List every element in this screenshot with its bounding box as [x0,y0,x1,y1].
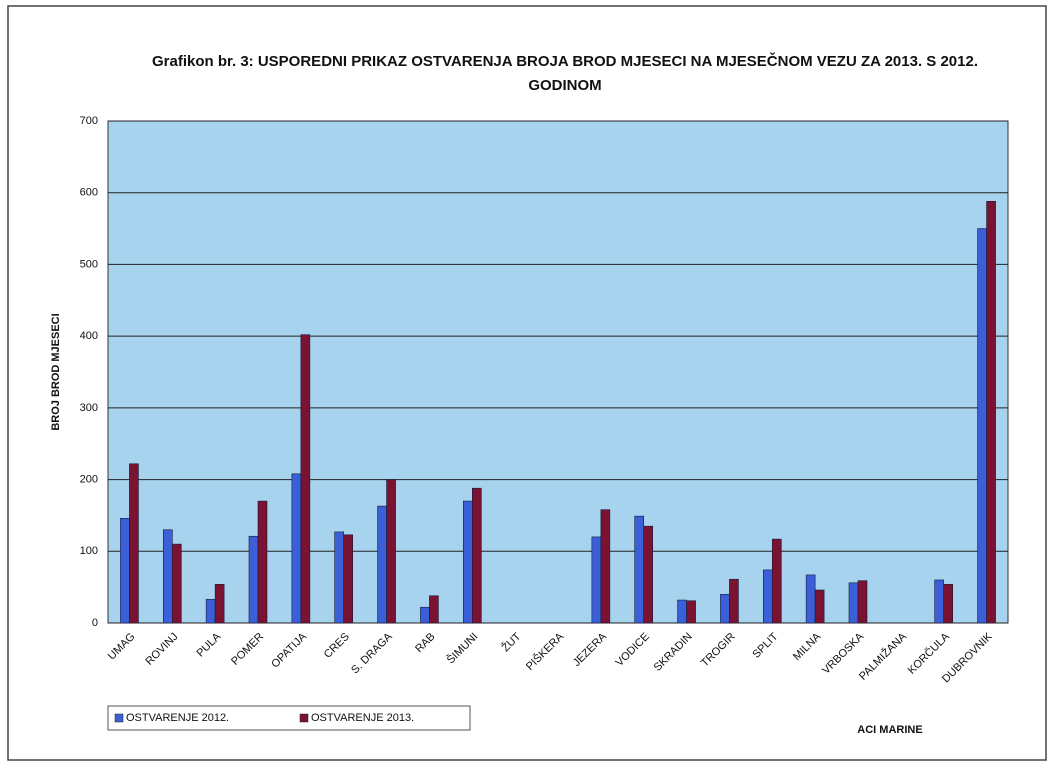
chart-title: Grafikon br. 3: USPOREDNI PRIKAZ OSTVARE… [151,53,978,94]
bar [214,583,225,624]
plot-area [107,120,1009,624]
y-tick-label: 300 [80,402,98,414]
y-tick-label: 400 [80,330,98,342]
bar [591,536,602,624]
bar [343,534,354,624]
legend-label: OSTVARENJE 2013. [311,712,414,724]
bar [386,479,396,624]
bar [377,505,387,624]
bar [334,531,345,624]
bar [934,579,945,624]
bar [729,578,739,624]
y-tick-label: 0 [92,617,98,629]
bar [205,599,216,624]
y-tick-label: 500 [80,258,98,270]
bar [420,606,430,624]
bar [248,535,259,624]
legend-swatch [114,713,124,723]
y-tick-label: 600 [80,187,98,199]
y-tick-label: 100 [80,545,98,557]
bar [805,574,816,624]
y-tick-label: 200 [80,473,98,485]
bar [686,600,696,624]
bar [291,473,302,624]
bar [634,515,645,624]
bar [171,543,182,624]
bar [643,525,654,624]
legend-swatch [299,713,309,723]
bar [943,583,954,624]
bar [129,463,139,624]
bar [720,594,730,624]
bar [762,569,773,624]
x-axis-label: ACI MARINE [857,724,922,736]
bar [471,487,482,624]
y-tick-label: 700 [80,115,98,127]
y-axis-label: BROJ BROD MJESECI [50,313,62,430]
bar [257,500,268,624]
bar [848,582,859,624]
bar [977,228,987,624]
legend-label: OSTVARENJE 2012. [126,712,229,724]
bar [857,580,868,624]
bar [120,517,130,624]
bar [986,201,996,624]
bar [677,599,687,624]
bar [814,589,825,624]
bar [300,334,311,624]
bar [429,595,439,624]
bar [771,538,782,624]
legend [107,705,471,731]
bar [462,500,473,624]
bar [162,529,173,624]
bar [600,509,611,624]
